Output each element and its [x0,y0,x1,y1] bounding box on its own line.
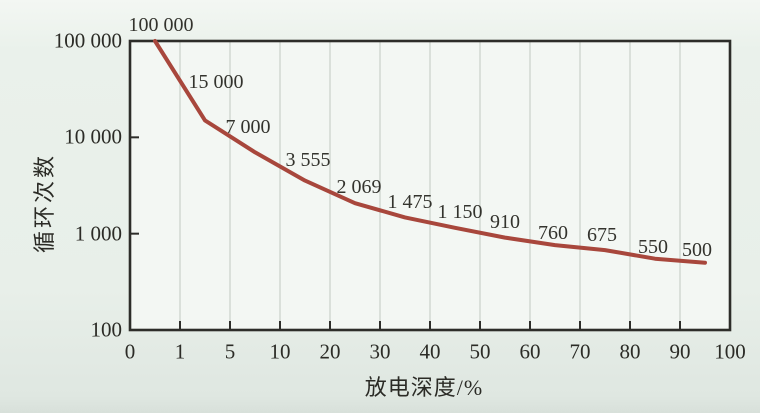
x-tick-label: 80 [619,339,641,364]
x-tick-label: 1 [174,339,186,364]
cycle-life-curve [153,39,707,265]
x-tick-label: 60 [519,339,541,364]
data-point-label: 760 [538,222,568,245]
y-tick-label: 1 000 [74,221,122,246]
data-point-label: 1 475 [387,191,433,214]
data-point-label: 1 150 [437,200,483,223]
x-tick-label: 10 [269,339,291,364]
x-tick-label: 5 [224,339,236,364]
x-tick-label: 90 [669,339,691,364]
data-point-label: 910 [490,210,520,233]
data-point-label: 500 [682,238,712,261]
y-tick-label: 100 000 [53,28,122,53]
x-tick-label: 70 [569,339,591,364]
data-point-label: 550 [638,235,668,258]
x-tick-label: 40 [419,339,441,364]
x-tick-label: 0 [124,339,136,364]
data-point-label: 100 000 [128,14,194,36]
y-axis-title: 循环次数 [32,153,57,254]
x-tick-label: 20 [319,339,341,364]
x-tick-label: 100 [714,339,746,364]
y-tick-label: 100 [90,317,123,342]
data-point-label: 7 000 [225,116,271,139]
x-tick-label: 30 [369,339,391,364]
data-point-label: 15 000 [188,71,244,94]
x-axis-title: 放电深度/% [364,375,484,400]
y-tick-label: 10 000 [64,124,122,149]
x-tick-label: 50 [469,339,491,364]
data-point-label: 675 [587,224,617,247]
data-point-label: 3 555 [285,148,331,171]
data-point-label: 2 069 [336,176,382,199]
